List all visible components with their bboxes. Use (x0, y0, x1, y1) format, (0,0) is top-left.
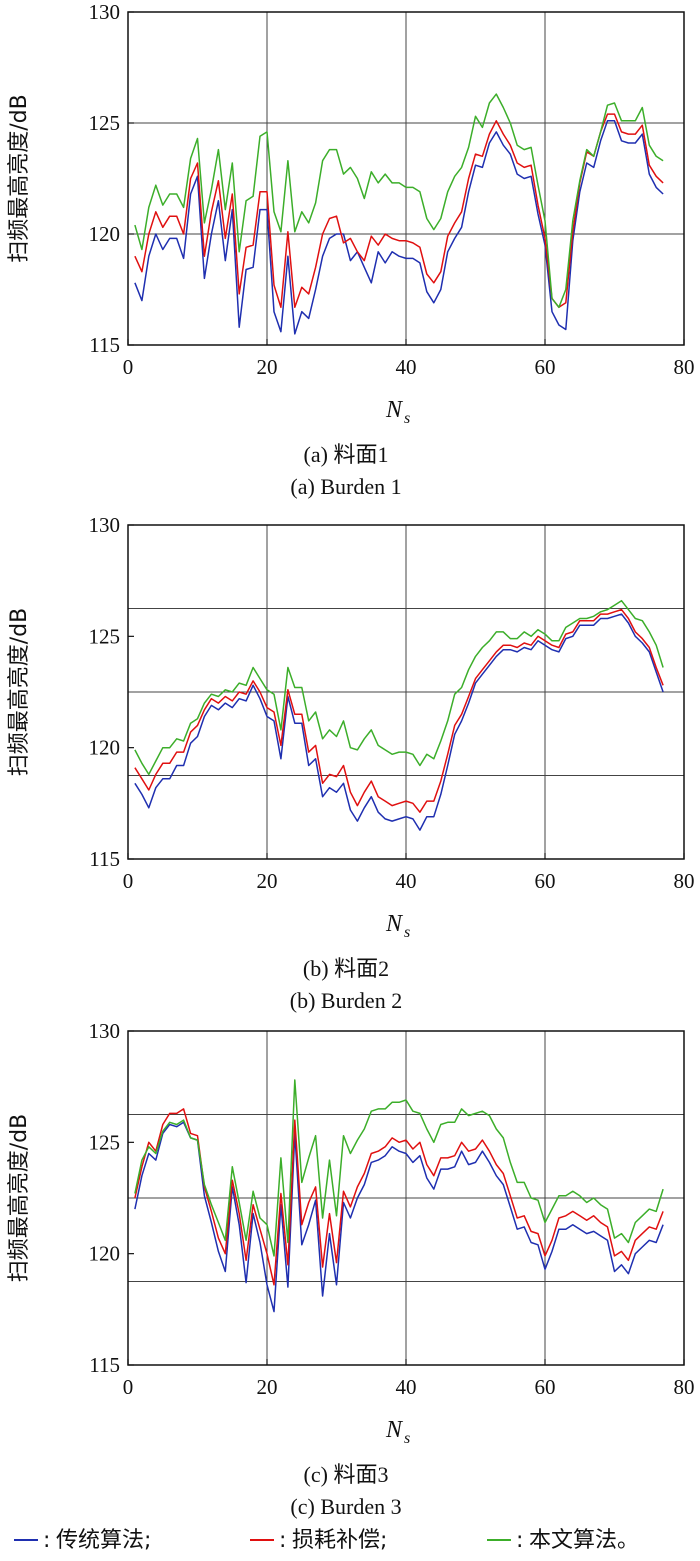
legend: : 传统算法;: 损耗补偿;: 本文算法。 (14, 1528, 639, 1553)
caption-chinese: (c) 料面3 (304, 1462, 389, 1487)
x-tick-label: 80 (674, 355, 695, 379)
x-tick-label: 80 (674, 869, 695, 893)
x-tick-label: 60 (535, 355, 556, 379)
series-line-proposed (134, 599, 664, 776)
x-axis-label: N (385, 1417, 404, 1443)
chart-panel-b: 115 120 125 130 0 20 40 60 80 扫频最高亮度/dB N s (b) 料面2 (… (7, 513, 695, 1013)
legend-separator: : (43, 1528, 50, 1553)
y-tick-label: 120 (89, 1242, 121, 1266)
series-line-loss-compensation (134, 608, 664, 813)
caption-english: (b) Burden 2 (290, 988, 402, 1013)
x-axis-label: N (385, 911, 404, 937)
series-line-loss-compensation (134, 113, 664, 309)
y-axis-label: 扫频最高亮度/dB (7, 94, 32, 262)
x-tick-label: 60 (535, 869, 556, 893)
y-tick-label: 125 (89, 624, 121, 648)
legend-label: 损耗补偿; (292, 1528, 387, 1553)
x-tick-label: 40 (396, 869, 417, 893)
y-axis-label: 扫频最高亮度/dB (7, 1114, 32, 1282)
y-tick-label: 120 (89, 736, 121, 760)
series-line-proposed (134, 93, 664, 309)
y-tick-label: 120 (89, 222, 121, 246)
y-tick-label: 115 (89, 847, 120, 871)
caption-english: (c) Burden 3 (290, 1494, 401, 1519)
x-tick-label: 20 (257, 869, 278, 893)
legend-label: 本文算法。 (529, 1528, 639, 1553)
x-tick-label: 20 (257, 355, 278, 379)
y-tick-label: 115 (89, 1353, 120, 1377)
x-axis-label-subscript: s (404, 410, 410, 427)
chart-panel-a: 115 120 125 130 0 20 40 60 80 扫频最高亮度/dB N s (a) 料面1 (… (7, 0, 695, 499)
legend-separator: : (516, 1528, 523, 1553)
series-line-traditional (134, 120, 664, 335)
x-tick-label: 0 (123, 1375, 134, 1399)
series-line-proposed (134, 1079, 664, 1257)
series-line-loss-compensation (134, 1108, 664, 1286)
y-tick-label: 130 (89, 513, 121, 537)
y-axis-label: 扫频最高亮度/dB (7, 608, 32, 776)
y-tick-label: 125 (89, 1130, 121, 1154)
y-tick-label: 115 (89, 333, 120, 357)
x-axis-label: N (385, 397, 404, 423)
y-tick-label: 130 (89, 1019, 121, 1043)
x-tick-label: 40 (396, 355, 417, 379)
chart-panel-c: 115 120 125 130 0 20 40 60 80 扫频最高亮度/dB N s (c) 料面3 (… (7, 1019, 695, 1519)
y-tick-label: 130 (89, 0, 121, 24)
series-line-traditional (134, 613, 664, 831)
legend-separator: : (279, 1528, 286, 1553)
x-axis-label-subscript: s (404, 1430, 410, 1447)
legend-label: 传统算法; (56, 1528, 151, 1553)
x-tick-label: 80 (674, 1375, 695, 1399)
caption-english: (a) Burden 1 (290, 474, 401, 499)
x-tick-label: 0 (123, 355, 134, 379)
x-tick-label: 0 (123, 869, 134, 893)
x-tick-label: 60 (535, 1375, 556, 1399)
caption-chinese: (b) 料面2 (303, 956, 389, 981)
caption-chinese: (a) 料面1 (304, 442, 389, 467)
x-axis-label-subscript: s (404, 924, 410, 941)
x-tick-label: 20 (257, 1375, 278, 1399)
y-tick-label: 125 (89, 111, 121, 135)
x-tick-label: 40 (396, 1375, 417, 1399)
series-line-traditional (134, 1121, 664, 1313)
